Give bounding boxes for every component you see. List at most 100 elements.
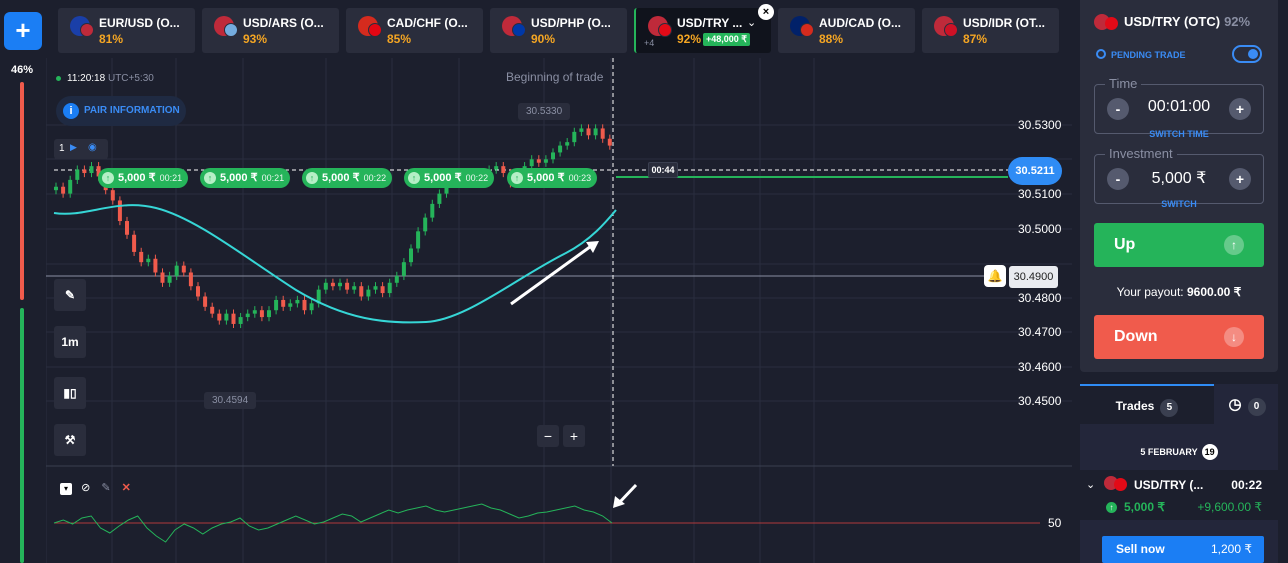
time-minus-button[interactable]: - [1107,98,1129,120]
candle-body [281,299,286,307]
time-plus-button[interactable]: + [1229,98,1251,120]
current-price-tag: 30.5211 [1008,157,1062,185]
investment-value[interactable]: 5,000 ₹ [1151,170,1207,187]
up-button[interactable]: Up ↑ [1094,223,1264,267]
alarm-price-tag[interactable]: 30.4900 [1009,266,1058,288]
investment-field: Investment - 5,000 ₹ + [1094,146,1264,204]
candle-body [309,303,314,311]
switch-time-link[interactable]: SWITCH TIME [1149,129,1209,139]
info-icon: i [63,103,79,119]
sentiment-percent: 46% [11,64,34,76]
asset-tab[interactable]: USD/IDR (OT... 87% [922,8,1059,53]
eye-icon[interactable]: ◉ [88,142,97,153]
candle-body [132,234,137,252]
asset-tab[interactable]: AUD/CAD (O... 88% [778,8,915,53]
candle-body [558,145,563,153]
hide-icon[interactable]: ⊘ [81,482,91,494]
price-chart[interactable] [46,58,1072,563]
indicators-button[interactable]: ⚒ [54,424,86,456]
annotation-arrow [510,242,595,306]
layer-control[interactable]: 1 ▶ ◉ [54,139,108,159]
panel-pair-title: USD/TRY (OTC) 92% [1124,14,1250,29]
asset-tab[interactable]: USD/ARS (O... 93% [202,8,339,53]
flag-icon [512,23,526,37]
candle-body [593,128,598,136]
pair-information-button[interactable]: i PAIR INFORMATION [56,96,186,126]
zoom-in-button[interactable]: + [563,425,585,447]
high-price-label: 30.5330 [518,103,571,120]
candle-body [174,265,179,276]
collapse-icon[interactable]: ▾ [60,483,72,495]
payout-value: 9600.00 ₹ [1186,285,1242,299]
asset-tab[interactable]: CAD/CHF (O... 85% [346,8,483,53]
bell-icon[interactable]: 🔔 [984,265,1006,287]
tab-history[interactable]: ◷ 0 [1216,384,1278,424]
trade-time: 00:23 [568,173,592,183]
open-trade-marker[interactable]: ↑ 5,000 ₹00:21 [98,168,189,188]
tab-gain-badge: +48,000 ₹ [703,33,751,46]
clock-time: 11:20:18 [67,73,106,84]
investment-plus-button[interactable]: + [1229,168,1251,190]
asset-tab-payout: 85% [387,32,412,46]
asset-tab-payout: 92% [677,32,702,46]
candle-body [345,282,350,290]
tab-trades[interactable]: Trades 5 [1080,384,1214,424]
candle-body [409,248,413,263]
switch-currency-link[interactable]: SWITCH [1161,199,1197,209]
candle-body [153,258,158,273]
price-axis-label: 30.5000 [1018,222,1062,236]
asset-tab-payout: 88% [819,32,844,46]
asset-tab-payout: 81% [99,32,124,46]
chevron-down-icon[interactable]: ⌄ [1086,479,1096,491]
close-icon[interactable]: × [758,4,774,20]
trade-row[interactable]: ⌄ USD/TRY (... 00:22 ↑ 5,000 ₹ +9,600.00… [1080,470,1278,520]
asset-tab[interactable]: USD/TRY ... 92% +4 +48,000 ₹ ⌄ × [634,4,774,53]
chevron-down-icon[interactable]: ⌄ [747,17,757,29]
chart-type-button[interactable]: ▮▯ [54,377,86,409]
candle-body [572,131,577,143]
annotation-arrowhead [613,496,625,508]
candle-body [401,262,406,276]
date-header: 5 FEBRUARY 19 [1080,444,1278,460]
timeframe-button[interactable]: 1m [54,326,86,358]
left-rail: + 46% [0,0,46,563]
clock-icon [1096,49,1106,59]
sell-now-button[interactable]: Sell now 1,200 ₹ [1102,536,1264,563]
candle-body [295,299,300,304]
candle-body [146,258,151,263]
time-value[interactable]: 00:01:00 [1147,98,1211,115]
investment-minus-button[interactable]: - [1107,168,1129,190]
down-button[interactable]: Down ↓ [1094,315,1264,359]
draw-tool-button[interactable]: ✎ [54,279,86,311]
time-field: Time - 00:01:00 + [1094,76,1264,134]
open-trade-marker[interactable]: ↑ 5,000 ₹00:21 [200,168,291,188]
open-trade-marker[interactable]: ↑ 5,000 ₹00:23 [507,168,598,188]
open-trade-marker[interactable]: ↑ 5,000 ₹00:22 [404,168,495,188]
candle-body [501,166,506,174]
zoom-out-button[interactable]: − [537,425,559,447]
candle-body [352,286,357,290]
open-trade-marker[interactable]: ↑ 5,000 ₹00:22 [302,168,393,188]
flag-icon [658,23,672,37]
candle-body [96,166,101,177]
annotation-arrowhead [586,241,599,253]
asset-tab-name: EUR/USD (O... [99,16,180,30]
remove-icon[interactable]: ✕ [121,482,131,494]
candle-body [259,310,264,318]
pending-trade-toggle[interactable] [1232,45,1262,63]
asset-tab[interactable]: USD/PHP (O... 90% [490,8,627,53]
sentiment-up-bar [20,308,24,563]
candle-body [89,166,94,174]
add-chart-button[interactable]: + [4,12,42,50]
candle-body [359,286,364,297]
trade-amount: 5,000 ₹ [118,172,156,184]
price-axis-label: 30.4800 [1018,291,1062,305]
play-icon[interactable]: ▶ [70,142,77,152]
candle-body [238,317,243,324]
asset-tab[interactable]: EUR/USD (O... 81% [58,8,195,53]
edit-icon[interactable]: ✎ [101,482,111,494]
candle-body [224,313,229,321]
indicator-level-label: 50 [1048,516,1062,530]
trades-count-badge: 5 [1160,399,1179,417]
arrow-up-icon: ↑ [102,172,114,184]
